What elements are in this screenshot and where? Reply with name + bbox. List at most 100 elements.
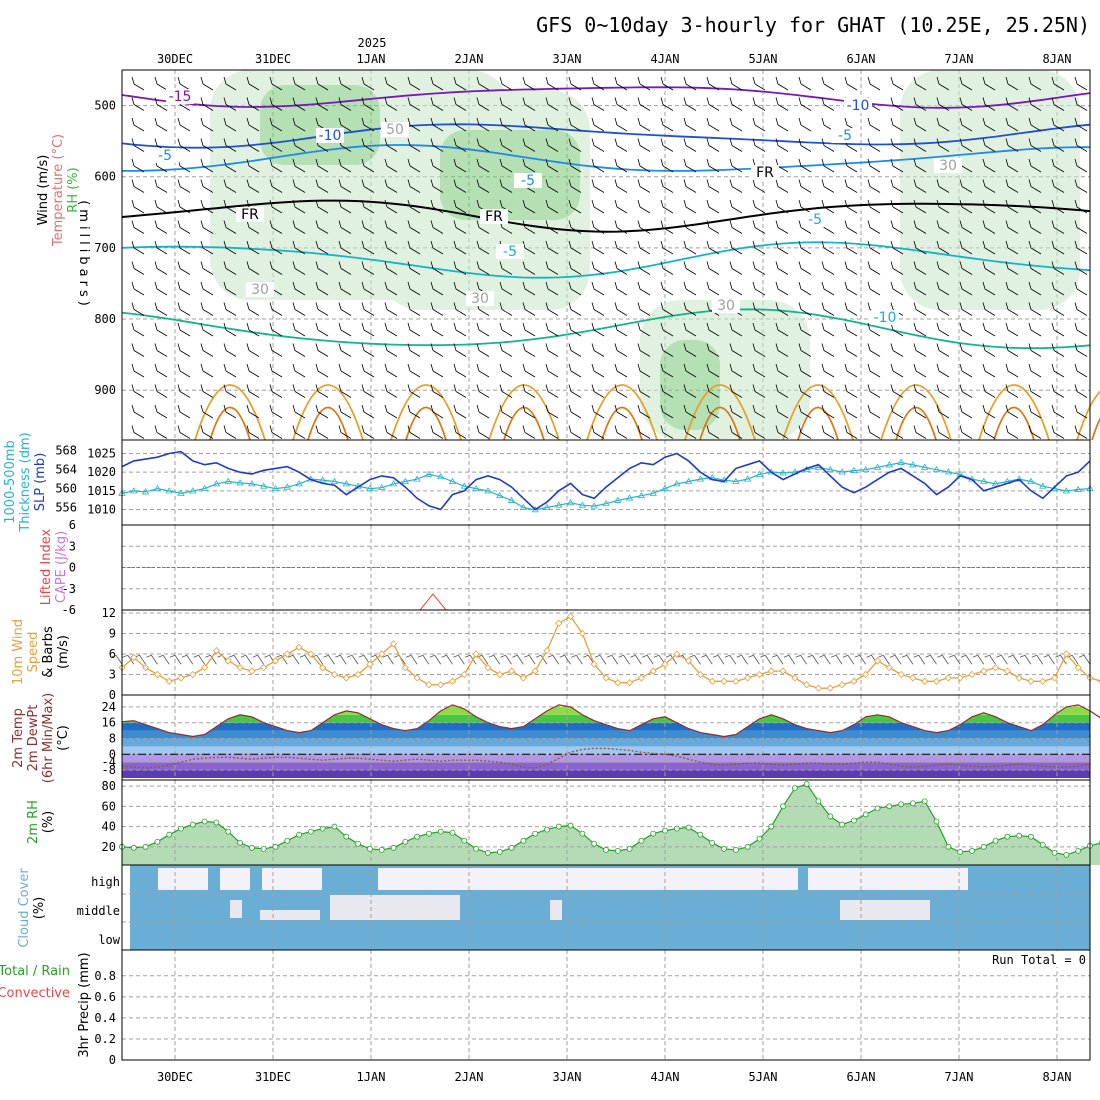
- rh-point: [744, 843, 751, 850]
- temperature-contour: [307, 406, 349, 441]
- wind-speed-point: [354, 670, 362, 679]
- wind-barb: [936, 117, 950, 132]
- wind-barb: [335, 654, 347, 665]
- wind-barb: [384, 179, 398, 193]
- thickness-point: [165, 487, 173, 494]
- wind-barb: [748, 654, 760, 665]
- cloud-cover-clear: [230, 900, 242, 918]
- wind-barb: [660, 76, 674, 91]
- wind-speed-point: [1062, 650, 1070, 658]
- wind-barb: [315, 76, 329, 91]
- wind-barb: [522, 220, 536, 234]
- wind-barb: [775, 384, 789, 398]
- wind-barb: [384, 384, 398, 398]
- wind-barb: [913, 363, 927, 378]
- wind-barb: [660, 220, 674, 234]
- wind-barb: [323, 654, 335, 665]
- wind-barb: [545, 425, 559, 439]
- wind-barb: [499, 404, 513, 419]
- wind-barb: [430, 281, 444, 296]
- wind-speed-point: [130, 653, 138, 661]
- run-total-label: Run Total = 0: [992, 953, 1086, 967]
- wind-barb: [660, 343, 674, 357]
- wind-speed-point: [283, 650, 291, 658]
- wind-barb: [453, 117, 467, 132]
- wind-barb: [361, 97, 375, 111]
- wind-barb: [1051, 220, 1065, 234]
- wind-barb: [246, 302, 260, 316]
- thickness-point: [578, 501, 587, 508]
- wind-barb: [315, 261, 329, 275]
- wind-speed-point: [342, 674, 350, 682]
- wind-barb: [729, 97, 743, 111]
- wind-barb: [361, 363, 375, 378]
- wind-barb: [637, 384, 651, 398]
- wind-barb: [982, 302, 996, 316]
- wind-barb: [689, 654, 701, 665]
- wind-barb: [1051, 343, 1065, 357]
- wind-speed-point: [909, 674, 917, 682]
- wind-barb: [637, 220, 651, 234]
- wind-barb: [407, 322, 421, 337]
- wind-barb: [476, 322, 490, 337]
- temperature-contour: [121, 199, 1091, 233]
- wind-barb: [269, 343, 283, 357]
- wind-speed-point: [437, 681, 445, 689]
- wind-barb: [591, 384, 605, 398]
- wind-barb: [338, 261, 352, 275]
- slp-tick-label: 1010: [87, 503, 116, 517]
- rh-point: [626, 845, 633, 852]
- top-x-tick-label: 4JAN: [651, 52, 680, 66]
- wind-barb: [200, 302, 214, 316]
- thickness-point: [401, 477, 410, 484]
- wind-barb: [1005, 343, 1019, 357]
- y-axis-label: 2m DewPt: [26, 705, 41, 772]
- wind-barb: [936, 343, 950, 357]
- wind-barb: [499, 384, 513, 398]
- contour-label: 30: [471, 291, 489, 307]
- wind-barb: [890, 138, 904, 152]
- rh-point: [791, 785, 798, 791]
- wind-barb: [1074, 220, 1088, 234]
- wind-barb: [430, 158, 444, 173]
- wind-barb: [246, 343, 260, 357]
- wind-barb: [913, 97, 927, 111]
- rh-grid: [122, 780, 1090, 865]
- wind-barb: [499, 363, 513, 378]
- y-axis-label: 10m Wind: [11, 619, 26, 685]
- wind-barb: [246, 97, 260, 111]
- bottom-x-tick-label: 31DEC: [255, 1070, 291, 1084]
- wind-speed-point: [708, 677, 716, 685]
- slp-tick-label: 1025: [87, 446, 116, 460]
- wind-barb: [706, 179, 720, 193]
- top-x-tick-label: 7JAN: [945, 52, 974, 66]
- rh-point: [343, 833, 350, 840]
- wind-barb: [982, 281, 996, 296]
- rh-point: [1063, 852, 1070, 858]
- wind-barb: [844, 158, 858, 173]
- contour-label: 30: [251, 282, 269, 298]
- rh-point: [1075, 847, 1082, 854]
- rh-point: [650, 830, 657, 837]
- rh-point: [307, 828, 314, 835]
- wind-barb: [614, 138, 628, 152]
- cloud-cover-clear: [840, 900, 930, 920]
- wind-speed-point: [732, 677, 740, 685]
- wind-barb: [223, 97, 237, 111]
- wind-barb: [637, 425, 651, 439]
- wind-barb: [614, 117, 628, 132]
- wind-barb: [223, 302, 237, 316]
- rh-tick-label: 40: [102, 820, 116, 834]
- thickness-point: [614, 496, 622, 503]
- wind-speed-point: [543, 647, 551, 655]
- wind-barb: [660, 117, 674, 132]
- wind-barb: [1051, 97, 1065, 111]
- wind-barb: [522, 281, 536, 296]
- wind-barb: [1005, 302, 1019, 316]
- wind-speed-point: [991, 664, 1000, 672]
- wind-barb: [384, 158, 398, 173]
- wind-barb: [430, 76, 444, 91]
- contour-label: FR: [756, 165, 774, 181]
- wind-barb: [200, 240, 214, 255]
- wind-barb: [292, 281, 306, 296]
